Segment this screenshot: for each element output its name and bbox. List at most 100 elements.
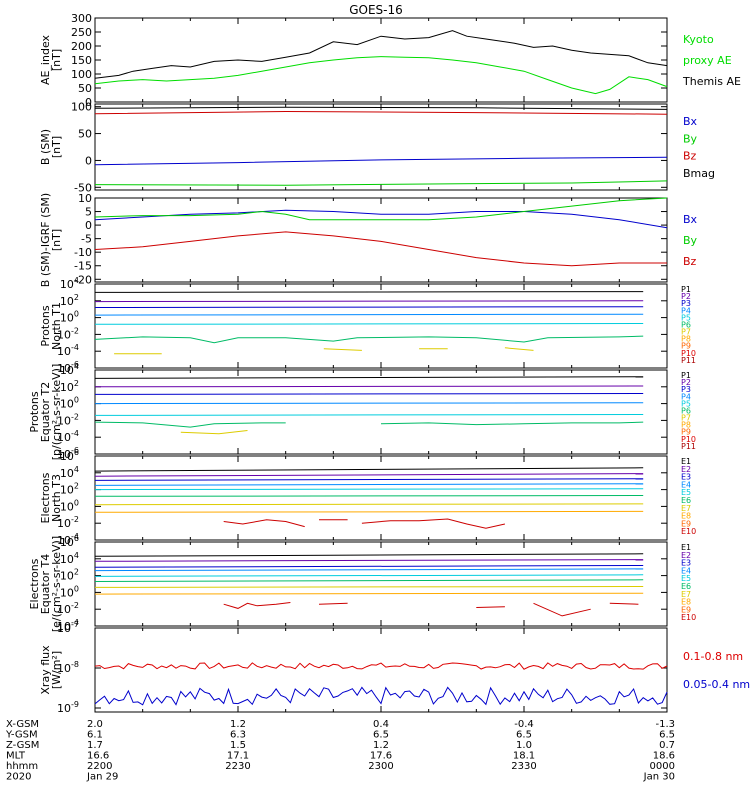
y-tick-label-base: 5 — [85, 206, 92, 219]
legend-entry: Bx — [683, 213, 698, 226]
y-tick-label-base: 10 — [60, 364, 74, 377]
panels-group: 300250200150100500AE_index[nT]Kyotoproxy… — [28, 12, 750, 715]
footer-value: 0000 — [650, 761, 675, 772]
y-tick-label-base: 10 — [57, 414, 71, 427]
y-tick-label-exponent: 2 — [74, 379, 79, 388]
legend-entry: P5 — [681, 399, 691, 408]
series-p4 — [94, 313, 644, 316]
legend-entry: Kyoto — [683, 33, 714, 46]
y-axis-label: [nT] — [50, 49, 63, 71]
series-p4 — [94, 402, 644, 405]
legend-entry: By — [683, 132, 698, 145]
y-tick-label: -50 — [74, 181, 92, 194]
series-p6b — [380, 421, 644, 426]
y-tick-label: 0 — [85, 154, 92, 167]
y-tick-label: -10 — [74, 246, 92, 259]
y-tick-label-exponent: -6 — [71, 360, 79, 369]
panel-frame — [94, 197, 668, 283]
series-e6 — [94, 579, 644, 582]
y-tick-label: 100 — [71, 68, 92, 81]
series-p6 — [94, 421, 286, 428]
legend-entry: E5 — [681, 488, 691, 497]
y-tick-label: -5 — [81, 233, 92, 246]
legend-entry: E10 — [681, 527, 696, 536]
y-tick-label: 102 — [60, 379, 79, 394]
y-tick-label: 200 — [71, 40, 92, 53]
y-tick-label-exponent: 2 — [74, 293, 79, 302]
series-e10c — [361, 518, 506, 529]
y-tick-label-exponent: -4 — [71, 532, 79, 541]
y-tick-label-base: 50 — [78, 82, 92, 95]
footer-value: 18.6 — [653, 751, 675, 762]
footer-value: 2.0 — [87, 719, 103, 730]
y-tick-label: 100 — [60, 498, 79, 513]
y-tick-label-base: 10 — [60, 450, 74, 463]
legend-entry: P11 — [681, 442, 696, 451]
series-e10 — [223, 602, 291, 609]
y-tick-label-base: 10 — [60, 570, 74, 583]
y-tick-label-exponent: -4 — [71, 429, 79, 438]
y-tick-label: 50 — [78, 82, 92, 95]
legend-entry: P2 — [681, 378, 691, 387]
legend-entry: 0.1-0.8 nm — [683, 650, 743, 663]
footer-value: 0.4 — [373, 719, 389, 730]
y-tick-label-exponent: -2 — [71, 515, 79, 524]
y-axis-label: [p/(cm²-s-sr-keV)] — [50, 364, 63, 461]
y-tick-label: 104 — [60, 551, 79, 566]
series-e8 — [94, 510, 644, 513]
y-axis-label: [nT] — [50, 136, 63, 158]
series-e4 — [94, 483, 644, 486]
footer-value: Jan 30 — [643, 772, 675, 783]
series-bz — [94, 231, 667, 267]
series-0-1-0-8-nm — [94, 662, 668, 670]
y-tick-label-base: 100 — [71, 101, 92, 114]
legend-entry: Themis AE — [682, 75, 741, 88]
y-tick-label: 10-4 — [57, 532, 79, 547]
legend-entry: 0.05-0.4 nm — [683, 678, 750, 691]
series-e7 — [94, 503, 644, 506]
y-tick-label: 10-4 — [57, 618, 79, 633]
y-tick-label-base: 10 — [57, 622, 71, 635]
footer-value: 1.2 — [373, 740, 389, 751]
panel-frame — [94, 627, 668, 713]
y-tick-label-base: 10 — [60, 553, 74, 566]
series-e7 — [94, 586, 644, 588]
y-tick-label-base: 10 — [57, 448, 71, 461]
y-tick-label-exponent: -9 — [71, 700, 79, 709]
legend-entry: P9 — [681, 342, 691, 351]
footer-row-label: 2020 — [6, 772, 31, 783]
y-tick-label-base: 10 — [60, 467, 74, 480]
y-tick-label-base: 10 — [60, 536, 74, 549]
legend-entry: P10 — [681, 349, 696, 358]
y-tick-label: 100 — [60, 396, 79, 411]
y-tick-label: 102 — [60, 293, 79, 308]
series-e5 — [94, 488, 644, 491]
y-tick-label-base: 10 — [60, 381, 74, 394]
y-tick-label-base: 10 — [57, 517, 71, 530]
series-e1 — [94, 553, 644, 557]
legend-entry: E6 — [681, 496, 691, 505]
y-tick-label: 10-6 — [57, 360, 79, 375]
footer-row-label: Z-GSM — [6, 740, 39, 751]
y-tick-label-exponent: -2 — [71, 326, 79, 335]
y-tick-label: 106 — [60, 534, 79, 549]
legend-entry: P10 — [681, 435, 696, 444]
y-axis-label: Protons — [28, 391, 41, 432]
legend-entry: E1 — [681, 457, 691, 466]
series-e10e — [609, 602, 639, 605]
y-tick-label-base: 10 — [60, 312, 74, 325]
y-tick-label: 10-8 — [57, 660, 79, 675]
y-tick-label: 0 — [85, 219, 92, 232]
footer-value: -0.4 — [514, 719, 534, 730]
series-by — [94, 197, 668, 221]
y-tick-label-base: 10 — [60, 295, 74, 308]
legend-entry: Bmag — [683, 167, 715, 180]
legend-entry: E3 — [681, 559, 691, 568]
legend-entry: E4 — [681, 566, 691, 575]
series-e3 — [94, 478, 644, 481]
footer-row-label: Y-GSM — [5, 730, 38, 741]
footer-value: 2230 — [225, 761, 250, 772]
y-axis-label: Protons — [39, 305, 52, 346]
